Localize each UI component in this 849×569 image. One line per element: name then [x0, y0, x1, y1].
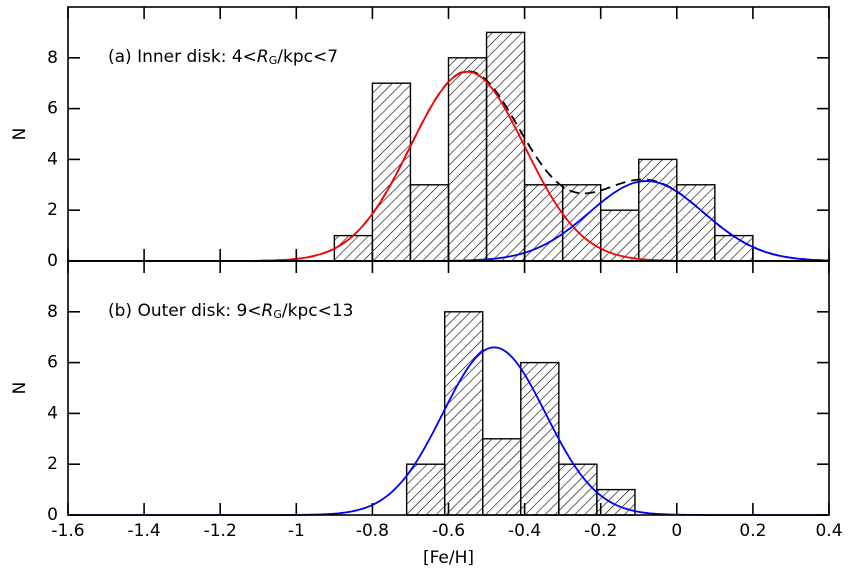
x-tick-label: 0.4 [815, 521, 842, 541]
histogram-bar [443, 311, 484, 516]
annotation-part: /kpc<13 [282, 301, 354, 321]
annotation-part: R [262, 301, 274, 321]
y-tick-label: 8 [47, 302, 58, 322]
annotation-part: (b) Outer disk: 9< [108, 301, 262, 321]
histogram-bar [600, 209, 640, 262]
histogram-bar [371, 82, 412, 262]
annotation-part: /kpc<7 [277, 47, 338, 67]
histogram-bar [333, 234, 374, 262]
y-tick-label: 2 [47, 200, 58, 220]
y-tick-label: 8 [47, 48, 58, 68]
panel-annotation: (a) Inner disk: 4<RG/kpc<7 [108, 47, 338, 67]
x-tick-label: -0.4 [508, 521, 541, 541]
y-tick-label: 4 [47, 403, 58, 423]
y-axis-label: N [10, 382, 30, 395]
x-tick-label: -0.8 [356, 521, 389, 541]
x-tick-label: -0.6 [432, 521, 465, 541]
x-tick-label: -1.4 [128, 521, 161, 541]
histogram-bar [482, 438, 522, 516]
y-tick-label: 6 [47, 99, 58, 119]
histogram-bar [714, 234, 754, 262]
histogram-bar [523, 184, 564, 262]
histogram-bar [485, 31, 526, 262]
panel-annotation: (b) Outer disk: 9<RG/kpc<13 [108, 301, 353, 321]
x-tick-label: -1.6 [51, 521, 84, 541]
histogram-bar [409, 184, 450, 262]
y-tick-label: 0 [47, 505, 58, 525]
histogram-bar [447, 57, 488, 262]
annotation-part: G [273, 308, 282, 321]
y-tick-label: 0 [47, 251, 58, 271]
histogram-bar [405, 463, 446, 516]
histogram-bar [596, 488, 636, 516]
histogram-bar [520, 361, 560, 516]
x-tick-label: 0.2 [739, 521, 766, 541]
annotation-part: (a) Inner disk: 4< [108, 47, 257, 67]
y-tick-label: 6 [47, 353, 58, 373]
x-tick-label: -1.2 [204, 521, 237, 541]
y-axis-label: N [10, 128, 30, 141]
x-tick-label: -1 [288, 521, 305, 541]
y-tick-label: 2 [47, 454, 58, 474]
annotation-part: G [269, 54, 278, 67]
histogram-bar [638, 158, 678, 262]
annotation-part: R [257, 47, 269, 67]
x-tick-label: 0 [671, 521, 682, 541]
histogram-bar [676, 184, 716, 262]
x-axis-label: [Fe/H] [423, 548, 474, 568]
y-tick-label: 4 [47, 149, 58, 169]
x-tick-label: -0.2 [584, 521, 617, 541]
histogram-bar [561, 184, 602, 262]
